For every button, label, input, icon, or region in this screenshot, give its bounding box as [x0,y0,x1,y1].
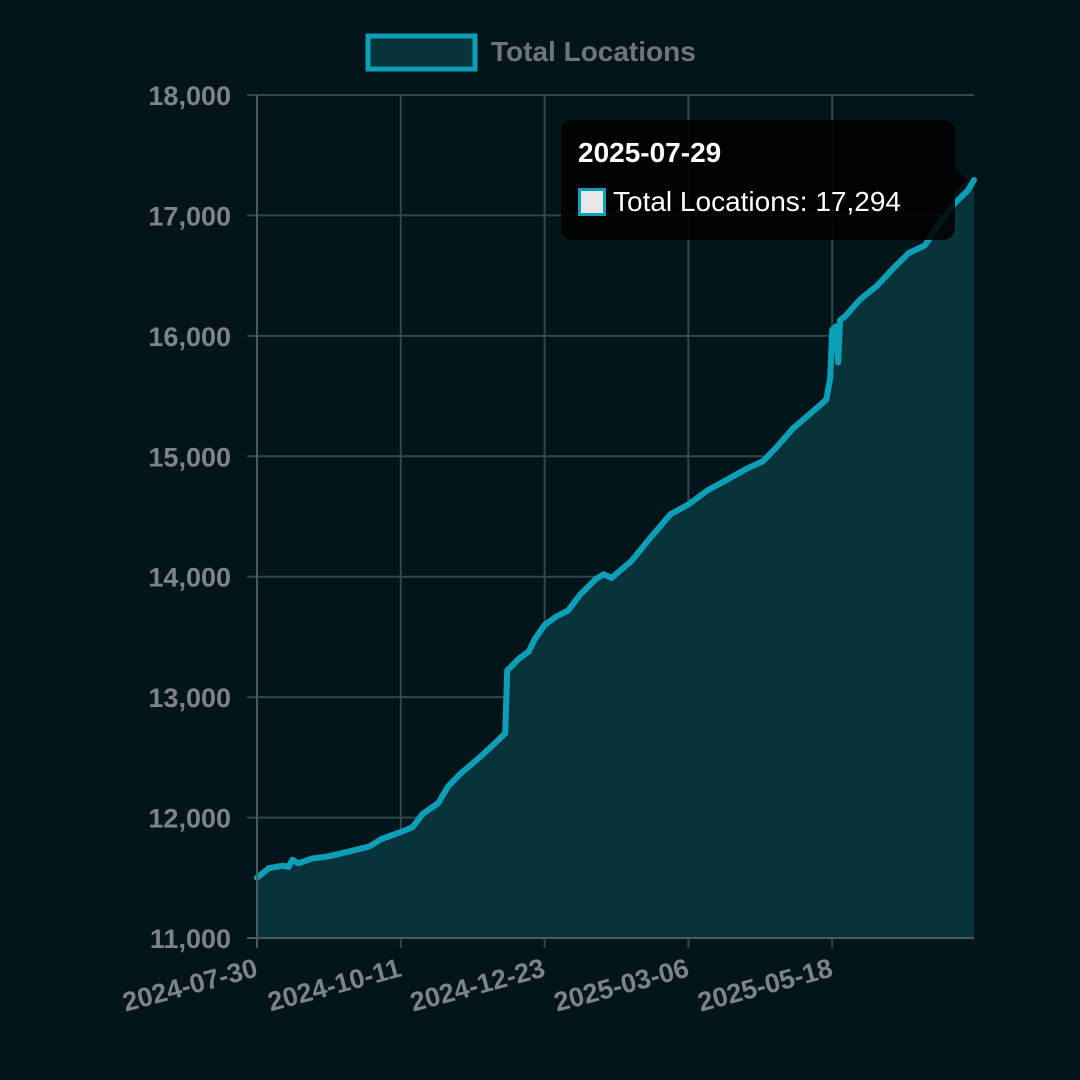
x-axis-ticks: 2024-07-30 2024-10-11 2024-12-23 2025-03-06… [119,953,835,1018]
y-tick-label: 17,000 [148,201,231,231]
x-tick-label: 2024-12-23 [407,953,548,1018]
x-tick-label: 2025-05-18 [695,953,836,1018]
y-tick-label: 12,000 [148,804,231,834]
y-tick-label: 16,000 [148,322,231,352]
tooltip-title: 2025-07-29 [578,137,722,168]
tooltip: 2025-07-29 Total Locations: 17,294 [561,120,955,240]
x-tick-label: 2024-10-11 [265,953,405,1017]
series-line[interactable] [254,177,977,881]
legend[interactable]: Total Locations [365,33,696,72]
series-area [257,180,974,938]
y-tick-label: 13,000 [148,683,231,713]
y-tick-label: 18,000 [148,81,231,111]
x-tick-label: 2025-03-06 [551,953,692,1018]
tooltip-value: Total Locations: 17,294 [613,186,901,217]
x-tick-label: 2024-07-30 [119,953,260,1018]
tooltip-row: Total Locations: 17,294 [578,186,955,218]
legend-label: Total Locations [491,36,696,67]
y-tick-label: 15,000 [148,442,231,472]
y-tick-label: 14,000 [148,563,231,593]
area-layer [254,177,977,938]
legend-swatch [365,33,478,72]
tooltip-swatch [578,188,606,216]
axes [247,95,974,948]
y-axis-ticks: 11,000 12,000 13,000 14,000 15,000 16,000 17,0… [148,81,231,954]
y-tick-label: 11,000 [150,924,231,954]
tooltip-caret [955,168,967,192]
